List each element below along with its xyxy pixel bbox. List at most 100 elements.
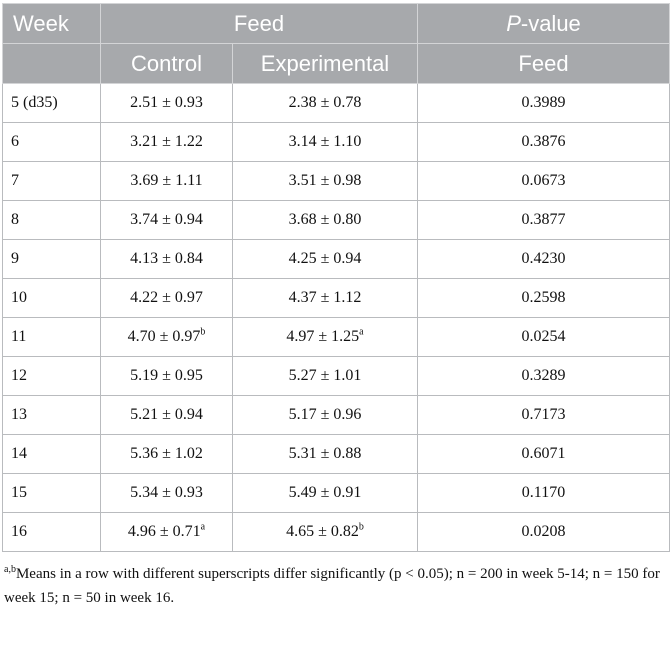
cell-experimental-value: 4.37 ± 1.12 xyxy=(288,289,362,306)
cell-pvalue-value: 0.3989 xyxy=(521,94,566,111)
cell-pvalue: 0.3289 xyxy=(417,356,670,396)
cell-experimental: 5.31 ± 0.88 xyxy=(232,434,418,474)
cell-control-value: 4.70 ± 0.97 xyxy=(127,328,201,345)
header-pvalue-feed: Feed xyxy=(417,43,670,84)
cell-experimental: 5.17 ± 0.96 xyxy=(232,395,418,435)
cell-experimental-superscript: b xyxy=(358,521,364,533)
cell-pvalue: 0.3876 xyxy=(417,122,670,162)
cell-pvalue-value: 0.0254 xyxy=(521,328,566,345)
cell-week: 10 xyxy=(2,278,101,318)
header-feed: Feed xyxy=(100,3,418,44)
cell-control: 5.34 ± 0.93 xyxy=(100,473,233,513)
table-row: 12 5.19 ± 0.95 5.27 ± 1.01 0.3289 xyxy=(2,356,670,396)
header-pvalue: P-value xyxy=(417,3,670,44)
cell-control: 3.74 ± 0.94 xyxy=(100,200,233,240)
cell-experimental-value: 5.27 ± 1.01 xyxy=(288,367,362,384)
cell-control-value: 2.51 ± 0.93 xyxy=(130,94,203,111)
table-row: 10 4.22 ± 0.97 4.37 ± 1.12 0.2598 xyxy=(2,278,670,318)
cell-pvalue-value: 0.4230 xyxy=(521,250,566,267)
cell-control: 5.19 ± 0.95 xyxy=(100,356,233,396)
header-blank xyxy=(2,43,101,84)
cell-control-value: 3.21 ± 1.22 xyxy=(130,133,203,150)
header-pvalue-rest: -value xyxy=(520,10,581,36)
cell-control-superscript: b xyxy=(200,326,206,338)
cell-pvalue: 0.3877 xyxy=(417,200,670,240)
cell-pvalue: 0.7173 xyxy=(417,395,670,435)
cell-week: 11 xyxy=(2,317,101,357)
cell-pvalue: 0.6071 xyxy=(417,434,670,474)
header-pvalue-p: P xyxy=(506,10,521,36)
cell-control: 2.51 ± 0.93 xyxy=(100,83,233,123)
cell-control-value: 4.13 ± 0.84 xyxy=(130,250,203,267)
cell-experimental-value: 5.49 ± 0.91 xyxy=(288,484,362,501)
cell-experimental-value: 4.25 ± 0.94 xyxy=(288,250,362,267)
cell-control: 3.21 ± 1.22 xyxy=(100,122,233,162)
table-body: 5 (d35) 2.51 ± 0.93 2.38 ± 0.78 0.3989 6 3.21… xyxy=(2,83,670,552)
cell-experimental-value: 5.17 ± 0.96 xyxy=(288,406,362,423)
cell-pvalue: 0.4230 xyxy=(417,239,670,279)
table-row: 5 (d35) 2.51 ± 0.93 2.38 ± 0.78 0.3989 xyxy=(2,83,670,123)
cell-week: 9 xyxy=(2,239,101,279)
table-header: Week Feed P-value Control Experimental F… xyxy=(2,3,670,84)
cell-experimental-value: 2.38 ± 0.78 xyxy=(288,94,362,111)
cell-week-value: 5 (d35) xyxy=(11,94,58,111)
header-row-1: Week Feed P-value xyxy=(2,3,670,44)
cell-control: 4.22 ± 0.97 xyxy=(100,278,233,318)
cell-week: 13 xyxy=(2,395,101,435)
cell-week-value: 15 xyxy=(11,484,27,501)
cell-control-value: 5.34 ± 0.93 xyxy=(130,484,203,501)
header-experimental: Experimental xyxy=(232,43,418,84)
cell-week-value: 9 xyxy=(11,250,19,267)
cell-control: 4.70 ± 0.97b xyxy=(100,317,233,357)
cell-pvalue: 0.0208 xyxy=(417,512,670,552)
table-row: 7 3.69 ± 1.11 3.51 ± 0.98 0.0673 xyxy=(2,161,670,201)
cell-pvalue: 0.0673 xyxy=(417,161,670,201)
table-row: 16 4.96 ± 0.71a 4.65 ± 0.82b 0.0208 xyxy=(2,512,670,552)
table-row: 15 5.34 ± 0.93 5.49 ± 0.91 0.1170 xyxy=(2,473,670,513)
cell-experimental-value: 3.51 ± 0.98 xyxy=(288,172,362,189)
cell-pvalue-value: 0.3289 xyxy=(521,367,566,384)
table-row: 13 5.21 ± 0.94 5.17 ± 0.96 0.7173 xyxy=(2,395,670,435)
cell-pvalue-value: 0.0208 xyxy=(521,523,566,540)
cell-week-value: 16 xyxy=(11,523,27,540)
cell-week-value: 7 xyxy=(11,172,19,189)
cell-pvalue-value: 0.0673 xyxy=(521,172,566,189)
cell-control-value: 4.22 ± 0.97 xyxy=(130,289,203,306)
footnote-text: Means in a row with different superscrip… xyxy=(4,566,660,606)
cell-week-value: 11 xyxy=(11,328,27,345)
cell-experimental-value: 3.14 ± 1.10 xyxy=(288,133,362,150)
cell-experimental: 4.25 ± 0.94 xyxy=(232,239,418,279)
table-container: Week Feed P-value Control Experimental F… xyxy=(2,3,670,606)
cell-experimental-value: 4.65 ± 0.82 xyxy=(286,523,359,540)
cell-experimental-superscript: a xyxy=(359,326,364,338)
cell-control-superscript: a xyxy=(200,521,206,533)
table-row: 9 4.13 ± 0.84 4.25 ± 0.94 0.4230 xyxy=(2,239,670,279)
cell-pvalue: 0.1170 xyxy=(417,473,670,513)
cell-experimental: 5.49 ± 0.91 xyxy=(232,473,418,513)
cell-control: 4.96 ± 0.71a xyxy=(100,512,233,552)
cell-pvalue: 0.0254 xyxy=(417,317,670,357)
cell-pvalue: 0.2598 xyxy=(417,278,670,318)
cell-experimental-value: 5.31 ± 0.88 xyxy=(288,445,362,462)
cell-week: 14 xyxy=(2,434,101,474)
cell-control-value: 4.96 ± 0.71 xyxy=(127,523,201,540)
table-row: 8 3.74 ± 0.94 3.68 ± 0.80 0.3877 xyxy=(2,200,670,240)
cell-experimental: 5.27 ± 1.01 xyxy=(232,356,418,396)
cell-experimental: 3.14 ± 1.10 xyxy=(232,122,418,162)
cell-week: 8 xyxy=(2,200,101,240)
header-control: Control xyxy=(100,43,233,84)
cell-week: 15 xyxy=(2,473,101,513)
cell-experimental-value: 4.97 ± 1.25 xyxy=(286,328,360,345)
cell-control: 5.21 ± 0.94 xyxy=(100,395,233,435)
cell-week: 7 xyxy=(2,161,101,201)
cell-control: 4.13 ± 0.84 xyxy=(100,239,233,279)
cell-control-value: 5.19 ± 0.95 xyxy=(130,367,203,384)
cell-experimental: 3.68 ± 0.80 xyxy=(232,200,418,240)
cell-control-value: 3.74 ± 0.94 xyxy=(130,211,203,228)
cell-experimental-value: 3.68 ± 0.80 xyxy=(288,211,362,228)
cell-control-value: 3.69 ± 1.11 xyxy=(130,172,203,189)
cell-experimental: 3.51 ± 0.98 xyxy=(232,161,418,201)
cell-pvalue-value: 0.3876 xyxy=(521,133,566,150)
cell-pvalue-value: 0.6071 xyxy=(521,445,566,462)
cell-experimental: 2.38 ± 0.78 xyxy=(232,83,418,123)
